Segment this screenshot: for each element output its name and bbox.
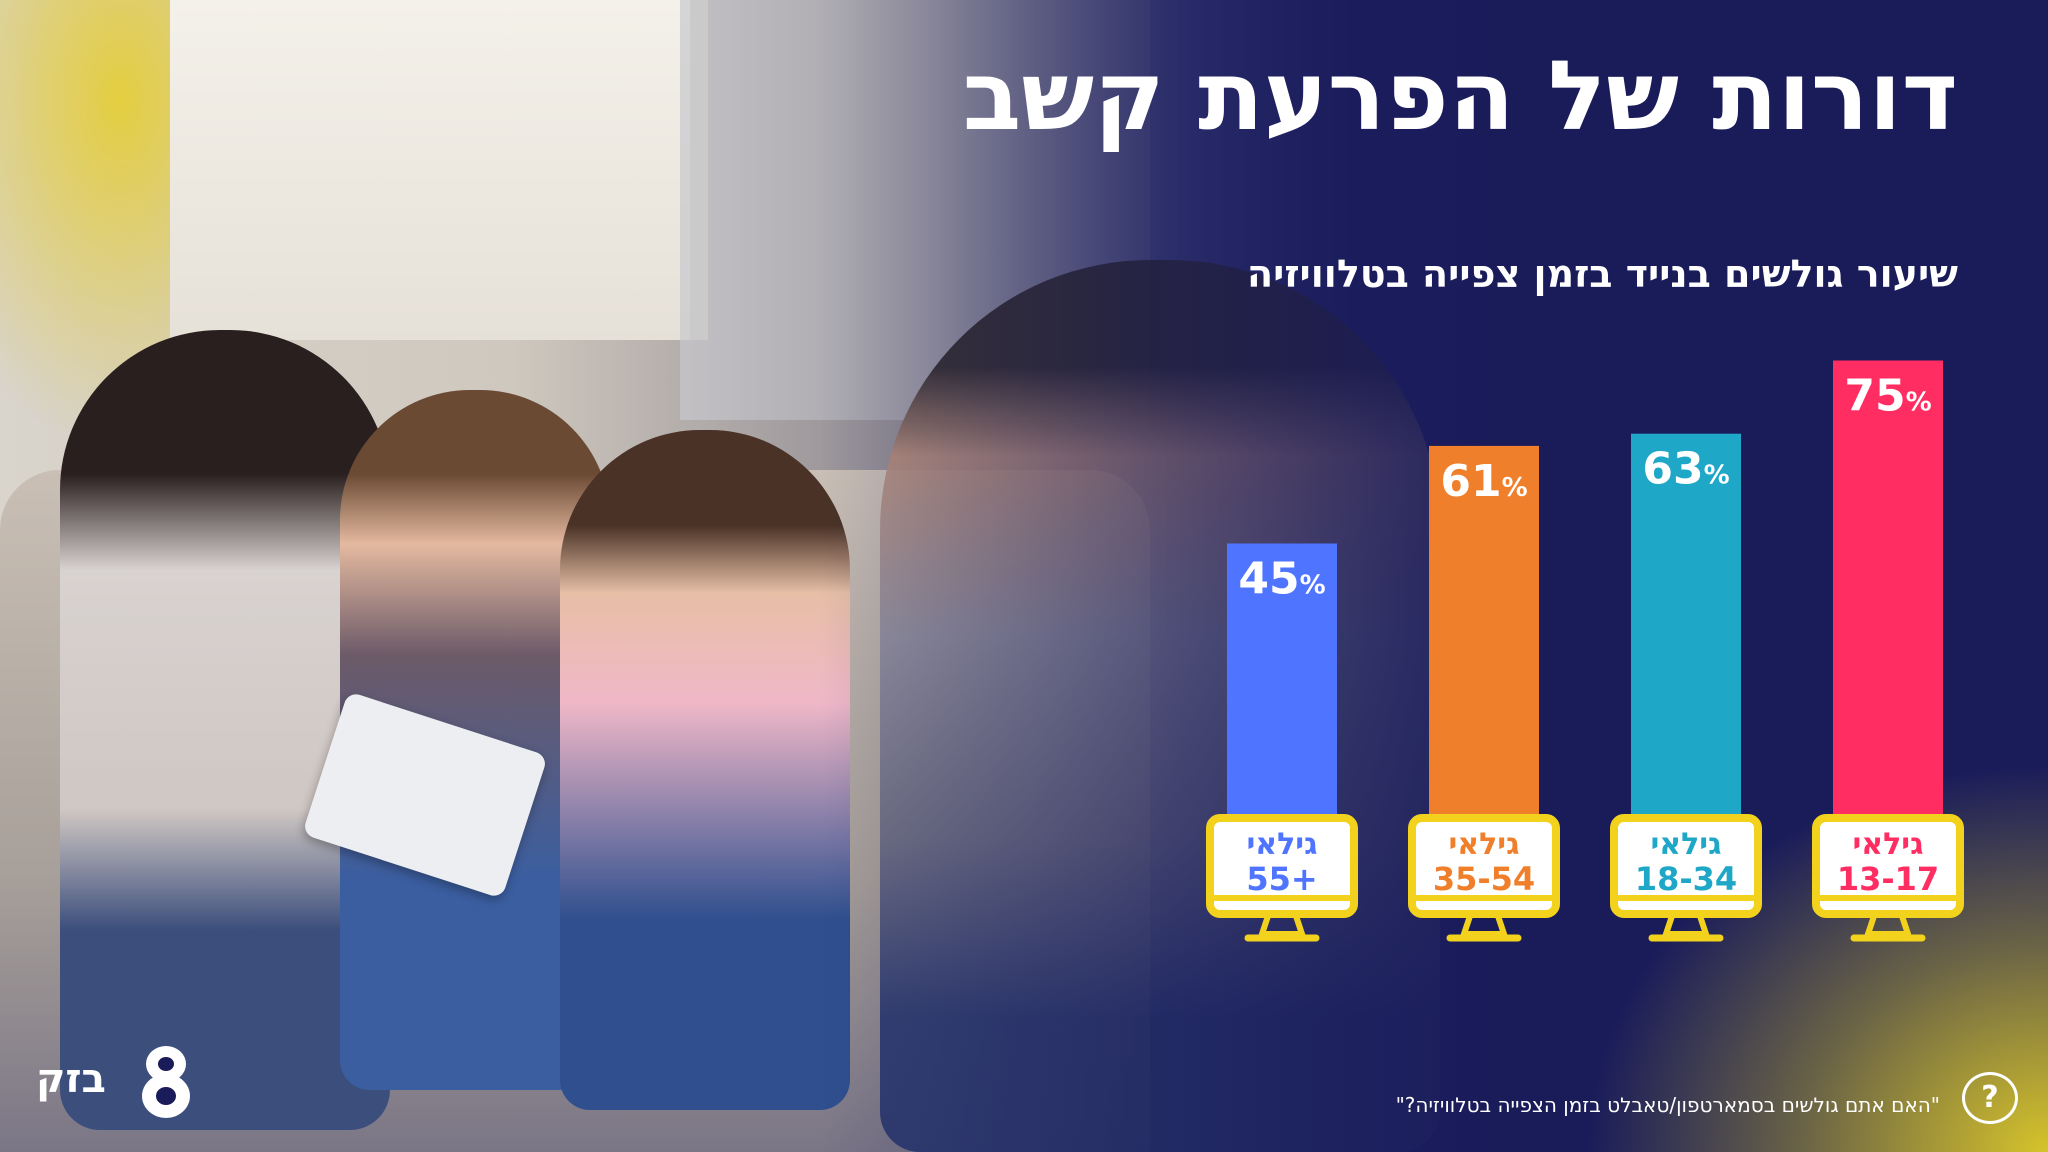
monitor-icon: [1408, 814, 1560, 918]
bar: [1227, 543, 1337, 822]
category-label: 35-54: [1433, 860, 1535, 898]
bar-value-label: 63%: [1642, 444, 1729, 495]
monitor-icon: [1206, 814, 1358, 918]
monitor-stand: [1459, 915, 1509, 937]
bezeq-logo-icon: [142, 1046, 190, 1118]
survey-question-footnote: "האם אתם גולשים בסמארטפון/טאבלט בזמן הצפ…: [1395, 1093, 1940, 1117]
category-label: 13-17: [1837, 860, 1939, 898]
bar-value-label: 75%: [1844, 371, 1931, 422]
monitor-stand: [1661, 915, 1711, 937]
bar: [1833, 360, 1943, 822]
monitor-icon: [1812, 814, 1964, 918]
bar-value-label: 61%: [1440, 456, 1527, 507]
bar-value-label: 45%: [1238, 554, 1325, 605]
category-label: 55+: [1246, 860, 1317, 898]
category-prefix-label: גילאי: [1246, 827, 1317, 862]
help-icon[interactable]: ?: [1962, 1072, 2018, 1124]
page-title: דורות של הפרעת קשב: [962, 40, 1958, 152]
category-label: 18-34: [1635, 860, 1737, 898]
chart-title: שיעור גולשים בנייד בזמן צפייה בטלוויזיה: [1247, 252, 1958, 296]
category-prefix-label: גילאי: [1852, 827, 1923, 862]
monitor-stand: [1257, 915, 1307, 937]
bar: [1429, 445, 1539, 822]
category-prefix-label: גילאי: [1448, 827, 1519, 862]
category-prefix-label: גילאי: [1650, 827, 1721, 862]
monitor-icon: [1610, 814, 1762, 918]
monitor-stand: [1863, 915, 1913, 937]
logo-text: בזק: [36, 1056, 106, 1102]
bar: [1631, 433, 1741, 822]
